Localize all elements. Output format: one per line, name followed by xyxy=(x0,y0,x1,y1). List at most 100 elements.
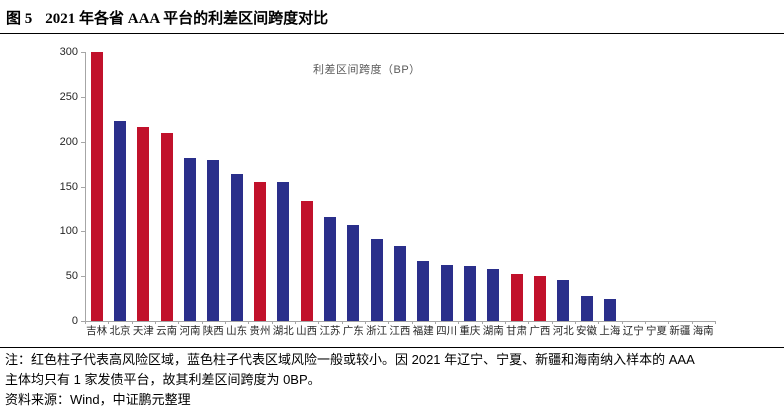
y-axis-tick xyxy=(81,52,85,53)
x-axis-label: 辽宁 xyxy=(622,325,644,337)
x-axis-tick xyxy=(411,321,413,324)
x-axis-tick xyxy=(621,321,623,324)
figure-title-text: 2021 年各省 AAA 平台的利差区间跨度对比 xyxy=(45,11,329,27)
x-axis-line xyxy=(85,321,716,322)
y-axis-tick xyxy=(81,96,85,98)
x-axis-label: 山西 xyxy=(296,325,318,337)
x-axis-tick xyxy=(201,321,203,324)
bar-北京 xyxy=(114,121,126,321)
x-axis-tick xyxy=(551,321,553,324)
y-axis-tick-label: 200 xyxy=(59,135,78,148)
x-axis-label: 海南 xyxy=(692,325,714,337)
x-axis-tick xyxy=(155,321,156,324)
x-axis-tick xyxy=(528,321,530,324)
y-axis-tick-label: 50 xyxy=(65,270,78,283)
title-divider xyxy=(0,33,784,34)
source-text: 资料来源：Wind，中证鹏元整理 xyxy=(5,392,191,407)
x-axis-tick xyxy=(295,321,296,324)
bar-山西 xyxy=(300,200,313,321)
x-axis-tick xyxy=(85,321,86,324)
x-axis-label: 江西 xyxy=(389,325,411,337)
x-axis-label: 甘肃 xyxy=(506,325,528,337)
x-axis-label: 陕西 xyxy=(202,325,224,337)
note-text-line-1: 注：红色柱子代表高风险区域，蓝色柱子代表区域风险一般或较小。因 2021 年辽宁… xyxy=(5,352,695,367)
notes-divider xyxy=(0,347,784,348)
figure-title: 图 5 2021 年各省 AAA 平台的利差区间跨度对比 xyxy=(6,7,328,28)
x-axis-tick xyxy=(481,321,483,324)
x-axis-tick xyxy=(435,321,436,324)
x-axis-tick xyxy=(715,321,716,324)
bar-贵州 xyxy=(254,182,266,321)
x-axis-labels: 吉林 北京 天津 云南 河南 陕西 山东 贵州 湖北 山西 江苏 广东 浙江 江西 福建 四川 重庆 湖南 甘肃 广西… xyxy=(85,324,715,338)
x-axis-label: 宁夏 xyxy=(646,325,668,337)
x-axis-label: 广东 xyxy=(342,325,364,337)
x-axis-label: 新疆 xyxy=(669,325,691,337)
bar-广西 xyxy=(534,276,546,321)
y-axis-line xyxy=(85,52,86,321)
x-axis-label: 天津 xyxy=(132,325,154,337)
bar-甘肃 xyxy=(510,274,523,321)
bar-山东 xyxy=(230,173,243,321)
x-axis-label: 上海 xyxy=(599,325,621,337)
y-axis-tick-label: 300 xyxy=(59,46,78,58)
x-axis-tick xyxy=(598,321,600,324)
y-axis-tick-label: 100 xyxy=(59,225,78,238)
bar-河南 xyxy=(184,157,196,321)
bar-浙江 xyxy=(370,238,383,321)
x-axis-label: 吉林 xyxy=(86,325,108,337)
x-axis-label: 湖南 xyxy=(482,325,504,337)
x-axis-label: 湖北 xyxy=(272,325,294,337)
bar-江西 xyxy=(394,245,406,321)
bar-广东 xyxy=(347,225,360,321)
x-axis-label: 安徽 xyxy=(576,325,598,337)
y-axis-tick-label: 150 xyxy=(59,180,78,193)
y-axis-tick xyxy=(81,276,85,278)
x-axis-label: 广西 xyxy=(529,325,551,337)
x-axis-tick xyxy=(645,321,646,324)
bar-天津 xyxy=(137,127,150,321)
bar-云南 xyxy=(160,132,173,321)
bar-河北 xyxy=(557,279,570,321)
x-axis-label: 河南 xyxy=(179,325,201,337)
x-axis-tick xyxy=(178,321,180,324)
x-axis-tick xyxy=(575,321,576,324)
bar-湖南 xyxy=(487,268,500,321)
bar-江苏 xyxy=(324,216,336,321)
figure-label: 图 5 xyxy=(6,11,33,27)
x-axis-tick xyxy=(458,321,460,324)
bar-安徽 xyxy=(580,295,593,321)
y-axis-tick-label: 0 xyxy=(71,315,78,327)
x-axis-tick xyxy=(318,321,320,324)
x-axis-tick xyxy=(108,321,110,324)
y-axis-tick-label: 250 xyxy=(59,90,78,103)
x-axis-label: 福建 xyxy=(412,325,434,337)
chart-legend-title: 利差区间跨度（BP） xyxy=(313,64,421,76)
x-axis-label: 四川 xyxy=(436,325,458,337)
bar-吉林 xyxy=(90,52,103,321)
x-axis-tick xyxy=(131,321,133,324)
bar-湖北 xyxy=(277,182,290,321)
x-axis-tick xyxy=(668,321,670,324)
x-axis-tick xyxy=(341,321,343,324)
x-axis-tick xyxy=(365,321,366,324)
y-axis-tick xyxy=(81,141,85,143)
bar-重庆 xyxy=(464,266,476,321)
x-axis-label: 北京 xyxy=(109,325,131,337)
x-axis-tick xyxy=(505,321,506,324)
x-axis-tick xyxy=(248,321,250,324)
footnotes: 注：红色柱子代表高风险区域，蓝色柱子代表区域风险一般或较小。因 2021 年辽宁… xyxy=(5,350,779,410)
x-axis-label: 山东 xyxy=(226,325,248,337)
y-axis-tick xyxy=(81,231,85,233)
bar-陕西 xyxy=(207,160,220,321)
x-axis-label: 江苏 xyxy=(319,325,341,337)
y-axis-tick xyxy=(81,186,85,188)
x-axis-label: 河北 xyxy=(552,325,574,337)
bar-四川 xyxy=(440,265,453,321)
y-axis-tick xyxy=(81,321,85,322)
bar-上海 xyxy=(604,298,616,321)
x-axis-label: 浙江 xyxy=(366,325,388,337)
x-axis-tick xyxy=(691,321,693,324)
x-axis-tick xyxy=(388,321,390,324)
x-axis-label: 云南 xyxy=(156,325,178,337)
